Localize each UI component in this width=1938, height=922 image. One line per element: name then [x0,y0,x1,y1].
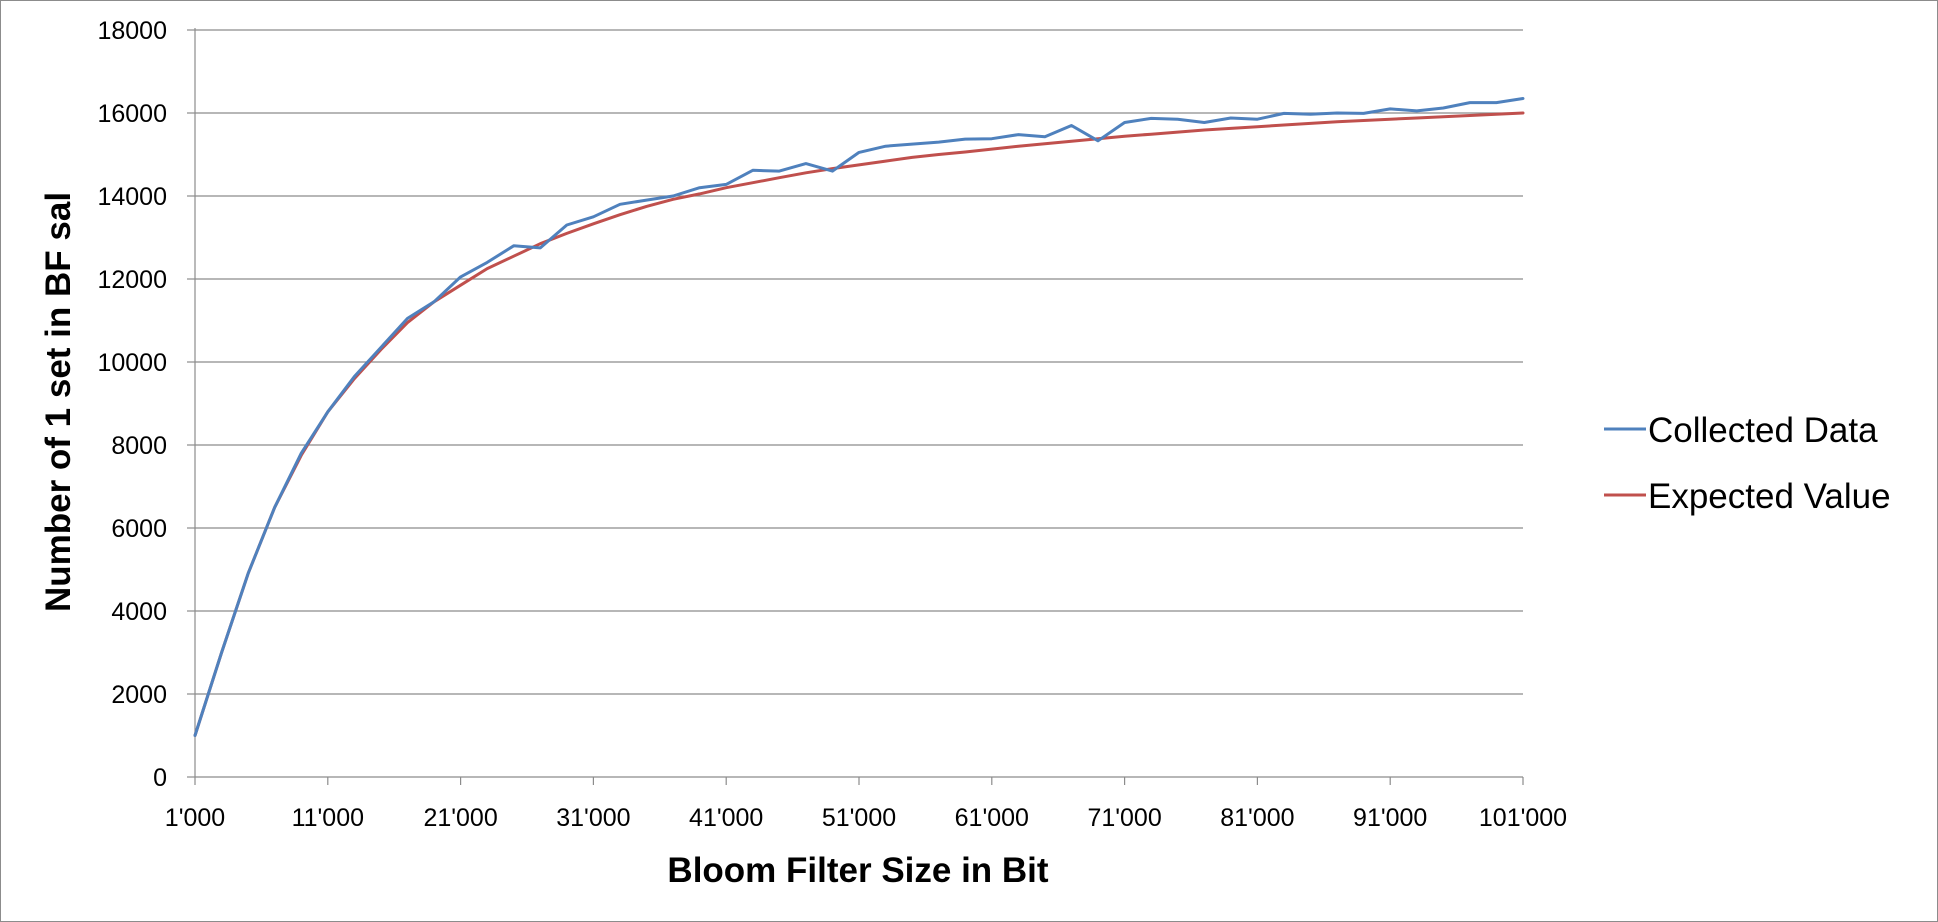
x-tick-label: 1'000 [165,804,225,832]
legend-label-expected-value: Expected Value [1648,477,1891,516]
y-axis: 0 2000 4000 6000 8000 10000 12000 14000 16000 180… [97,17,196,792]
series-line-collected-data [193,97,1525,737]
y-tick-label: 4000 [111,598,167,626]
y-tick-label: 12000 [97,266,167,294]
series-line-expected-value [193,111,1525,737]
y-tick-label: 2000 [111,681,167,709]
x-axis: 1'000 11'000 21'000 31'000 41'000 51'000 61'00… [165,776,1567,832]
y-tick-label: 10000 [97,349,167,377]
x-tick-label: 41'000 [689,804,763,832]
x-tick-label: 81'000 [1220,804,1294,832]
y-tick-label: 8000 [111,432,167,460]
y-tick-label: 14000 [97,183,167,211]
y-tick-label: 6000 [111,515,167,543]
x-tick-label: 91'000 [1353,804,1427,832]
legend: Collected Data Expected Value [1604,411,1891,516]
y-tick-label: 18000 [97,17,167,45]
gridlines [195,29,1523,695]
y-tick-label: 0 [153,764,167,792]
x-tick-label: 21'000 [423,804,497,832]
x-axis-title: Bloom Filter Size in Bit [667,851,1048,890]
x-tick-label: 11'000 [292,804,364,832]
x-tick-label: 51'000 [822,804,896,832]
y-axis-title: Number of 1 set in BF sal [39,192,78,612]
series-lines [193,97,1525,737]
x-tick-label: 101'000 [1479,804,1567,832]
y-tick-label: 16000 [97,100,167,128]
x-tick-label: 61'000 [955,804,1029,832]
legend-label-collected-data: Collected Data [1648,411,1878,450]
x-tick-label: 31'000 [556,804,630,832]
x-tick-label: 71'000 [1087,804,1161,832]
